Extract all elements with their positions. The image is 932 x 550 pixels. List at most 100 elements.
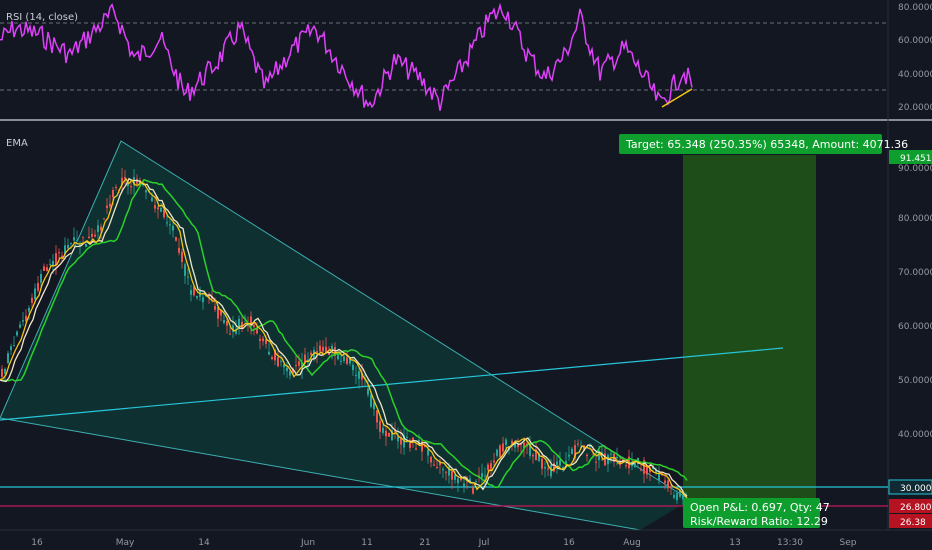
candle-body	[502, 443, 504, 452]
candle-body	[187, 276, 189, 278]
candle-body	[19, 324, 21, 328]
rsi-pane[interactable]: RSI (14, close)	[0, 2, 888, 111]
candle-body	[430, 456, 432, 463]
wedge-upper-edge	[0, 140, 691, 501]
candle-body	[61, 255, 63, 259]
candle-body	[667, 480, 669, 489]
pnl-box-line1: Open P&L: 0.697, Qty: 47	[690, 501, 830, 514]
candle-body	[421, 440, 423, 452]
candle-body	[31, 297, 33, 303]
candle-body	[145, 190, 147, 193]
candle-body	[235, 329, 237, 334]
candle-body	[238, 318, 240, 330]
candle-body	[607, 455, 609, 465]
candle-body	[457, 478, 459, 484]
trendline-rising[interactable]	[0, 347, 784, 421]
candle-body	[643, 460, 645, 474]
candle-body	[532, 454, 534, 457]
candle-body	[250, 316, 252, 327]
candle-body	[499, 445, 501, 457]
candle-body	[406, 436, 408, 438]
candle-body	[295, 364, 297, 366]
candle-body	[493, 460, 495, 463]
candle-body	[265, 339, 267, 344]
candle-body	[634, 463, 636, 467]
candle-body	[337, 353, 339, 360]
price-tag-label: 91.451	[900, 154, 932, 164]
candle-body	[439, 461, 441, 466]
candle-body	[22, 320, 24, 322]
candle-body	[58, 252, 60, 254]
time-axis[interactable]: 16 May 14 Jun 11 21 Jul 16 Aug 13 13:30 Sep	[31, 538, 856, 548]
price-tag	[888, 479, 932, 495]
candle-body	[37, 282, 39, 291]
candle-body	[454, 474, 456, 480]
candle-body	[682, 494, 684, 500]
candle-body	[655, 469, 657, 474]
candle-body	[169, 224, 171, 226]
price-tag-label: 26.800	[900, 503, 932, 513]
candle-body	[349, 357, 351, 364]
candle-body	[325, 346, 327, 354]
price-tag	[889, 499, 932, 513]
pnl-box-line2: Risk/Reward Ratio: 12.29	[690, 515, 828, 528]
candle-body	[7, 353, 9, 363]
candle-body	[313, 350, 315, 360]
rsi-axis-tick: 20.0000	[898, 103, 932, 113]
candle-body	[136, 178, 138, 184]
target-box[interactable]	[619, 134, 882, 154]
candle-body	[124, 176, 126, 179]
main-axis-tick: 60.0000	[898, 322, 932, 332]
rsi-trendline[interactable]	[661, 88, 693, 108]
candle-body	[70, 243, 72, 245]
candle-body	[358, 371, 360, 379]
candle-body	[529, 444, 531, 456]
price-tag-label: 30.000	[900, 484, 932, 494]
candle-body	[553, 463, 555, 472]
candle-body	[391, 430, 393, 441]
candle-body	[562, 466, 564, 470]
rsi-price-axis[interactable]: 80.0000 60.0000 40.0000 20.0000	[898, 3, 932, 113]
candle-body	[610, 453, 612, 455]
ema-indicator-label[interactable]: EMA	[6, 138, 28, 149]
main-axis-tick: 40.0000	[898, 430, 932, 440]
candle-body	[94, 234, 96, 237]
rsi-indicator-label[interactable]: RSI (14, close)	[6, 12, 78, 23]
candle-body	[448, 466, 450, 476]
candle-body	[505, 439, 507, 445]
price-tags: 91.451 30.000 26.800 26.38	[888, 150, 932, 528]
time-axis-label: 16	[563, 538, 575, 548]
candle-body	[220, 310, 222, 316]
candle-body	[157, 207, 159, 210]
candle-body	[1, 368, 3, 377]
candle-body	[85, 243, 87, 247]
candle-body	[319, 345, 321, 352]
candle-body	[487, 464, 489, 471]
candle-body	[112, 190, 114, 197]
candle-body	[388, 432, 390, 437]
candle-body	[352, 364, 354, 371]
candle-body	[154, 205, 156, 209]
main-price-axis[interactable]: 90.0000 80.0000 70.0000 60.0000 50.0000 40.00…	[898, 164, 932, 440]
candle-body	[28, 307, 30, 312]
candle-body	[262, 338, 264, 342]
candle-body	[496, 449, 498, 456]
candle-body	[310, 352, 312, 356]
candle-body	[556, 461, 558, 465]
target-zone[interactable]	[683, 155, 816, 499]
candle-body	[442, 469, 444, 471]
candle-body	[460, 476, 462, 481]
candle-body	[103, 218, 105, 220]
main-pane[interactable]: EMA Target: 65.348 (250.35%) 65348, Amou…	[0, 134, 908, 531]
candle-body	[670, 486, 672, 488]
wedge-pattern[interactable]	[0, 141, 690, 530]
candle-body	[10, 346, 12, 351]
candle-body	[115, 186, 117, 188]
candle-body	[283, 364, 285, 368]
candle-body	[181, 251, 183, 263]
candle-body	[91, 233, 93, 237]
candle-body	[343, 356, 345, 362]
candle-body	[127, 182, 129, 187]
pnl-box[interactable]	[683, 498, 820, 528]
